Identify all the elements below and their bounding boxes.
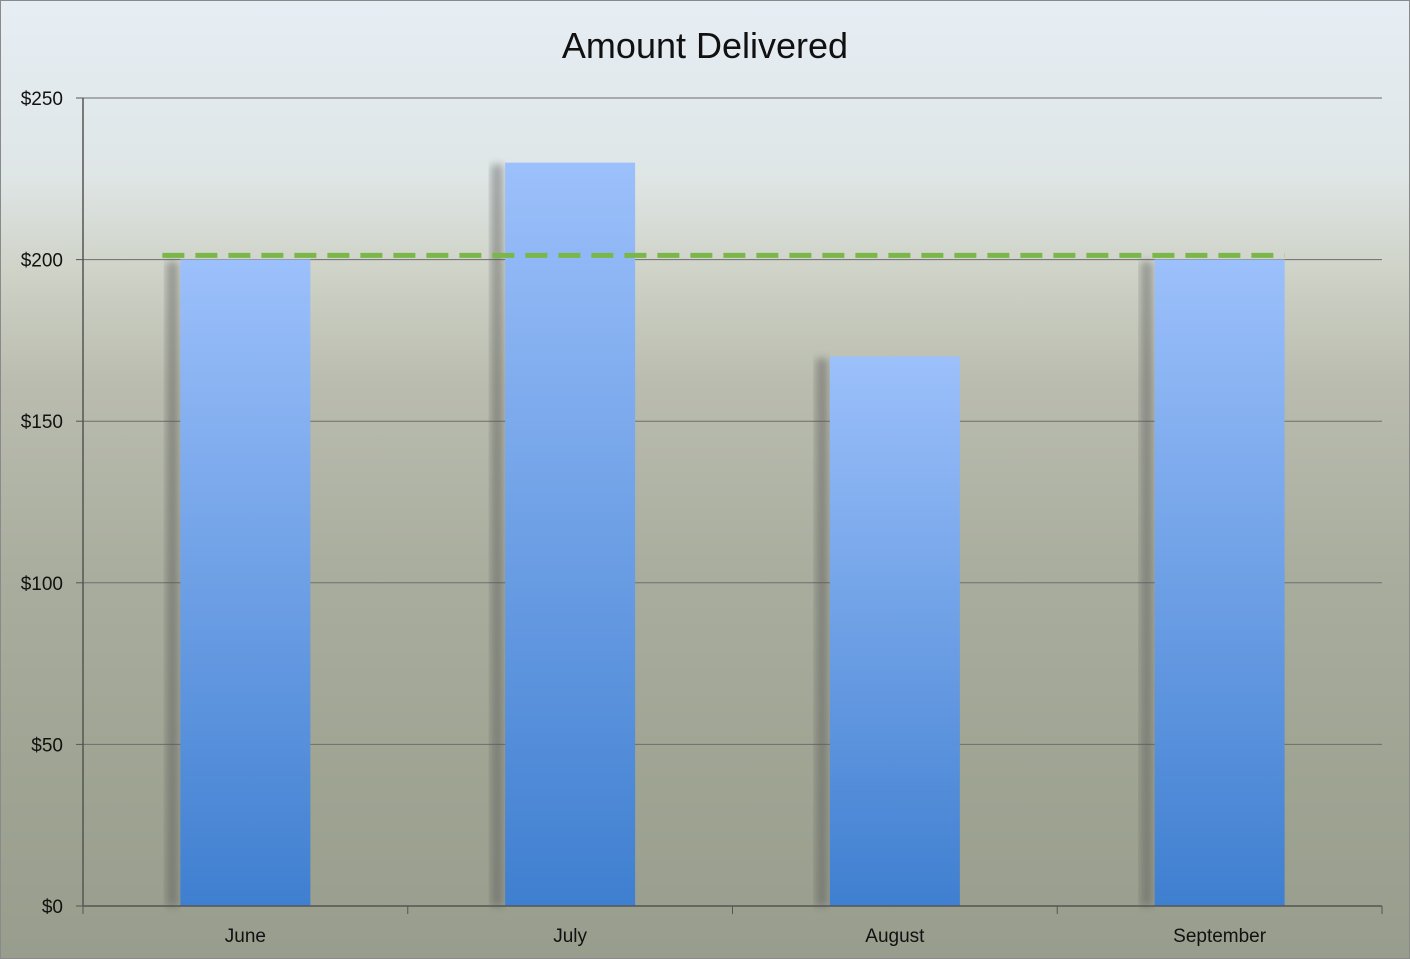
bar-july (505, 162, 636, 906)
bar-june (180, 259, 311, 907)
y-tick-label: $100 (21, 574, 63, 595)
chart-title: Amount Delivered (561, 25, 849, 66)
y-tick-label: $200 (21, 251, 63, 272)
bar-shadow (166, 261, 179, 907)
x-tick-label: August (865, 926, 925, 947)
x-tick-label: June (225, 926, 266, 947)
x-tick-label: September (1173, 926, 1267, 947)
x-tick-label: July (553, 926, 587, 947)
bar-september (1154, 259, 1285, 907)
y-tick-label: $150 (21, 412, 63, 433)
bar-shadow (491, 164, 504, 906)
y-tick-label: $0 (42, 897, 63, 918)
bar-shadow (815, 358, 828, 906)
bar-august (829, 356, 960, 906)
bar-shadow (1140, 261, 1153, 907)
y-tick-label: $250 (21, 89, 63, 110)
y-tick-label: $50 (31, 735, 63, 756)
